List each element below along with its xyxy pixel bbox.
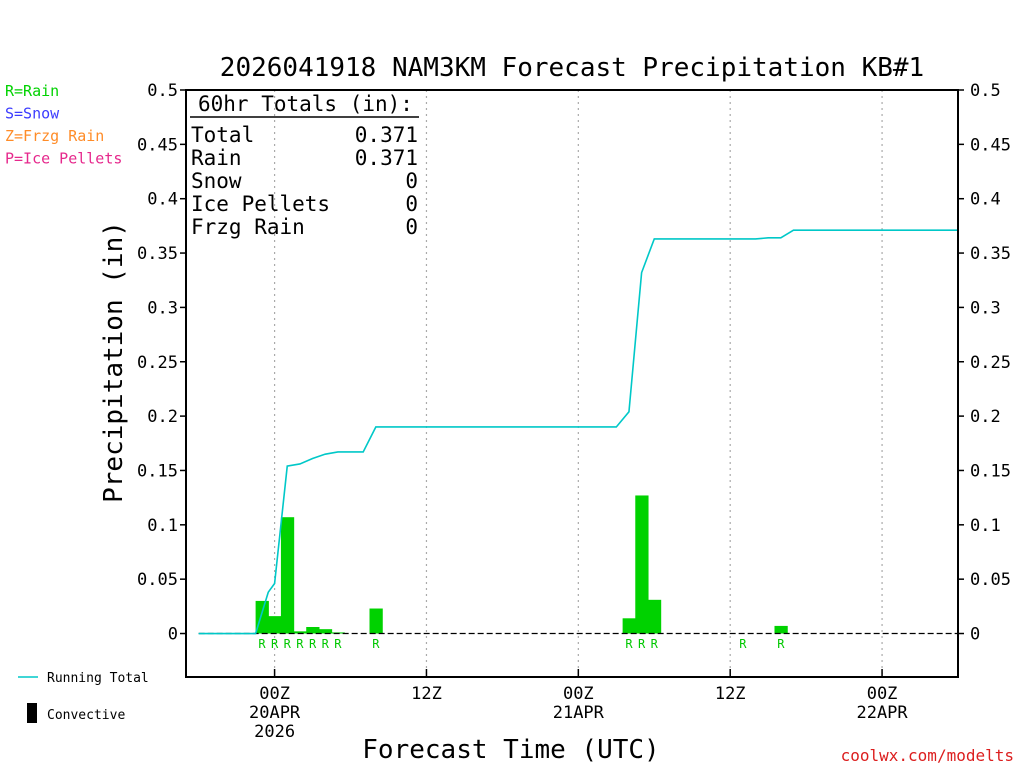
x-tick-label: 00Z	[259, 684, 290, 704]
plot-frame	[185, 89, 959, 678]
y-tick-label-right: 0.1	[970, 516, 1001, 536]
y-tick-label-left: 0.3	[147, 298, 178, 318]
y-tick-label-right: 0.15	[970, 461, 1011, 481]
convective-legend-label: Convective	[47, 708, 125, 723]
y-tick-label-right: 0.4	[970, 190, 1001, 210]
y-tick-label-right: 0.5	[970, 81, 1001, 101]
bottom-legend: Running Total Convective	[18, 671, 149, 723]
precip-bar-3	[293, 631, 307, 634]
legend-entry: Z=Frzg Rain	[5, 127, 104, 145]
precip-type-label-3: R	[296, 637, 304, 651]
y-tick-label-left: 0	[168, 625, 178, 645]
running-total-layer	[198, 229, 958, 635]
convective-legend-swatch	[27, 703, 37, 723]
y-tick-label-left: 0.1	[147, 516, 178, 536]
precip-type-legend: R=Rain S=Snow Z=Frzg Rain P=Ice Pellets	[5, 82, 122, 168]
precip-type-label-2: R	[284, 637, 292, 651]
precip-bar-4	[306, 626, 320, 634]
x-tick-label: 22APR	[856, 703, 908, 723]
x-tick-label: 21APR	[553, 703, 605, 723]
totals-row-label: Total	[191, 123, 254, 147]
y-tick-label-right: 0.05	[970, 570, 1011, 590]
y-tick-label-left: 0.05	[137, 570, 178, 590]
precip-type-label-4: R	[309, 637, 317, 651]
legend-entry: P=Ice Pellets	[5, 150, 122, 168]
bar-layer	[255, 495, 788, 634]
y-tick-label-right: 0	[970, 625, 980, 645]
totals-box: 60hr Totals (in): Total 0.371 Rain 0.371 Snow…	[190, 92, 419, 239]
precip-bar-1	[268, 616, 282, 634]
x-tick-label: 00Z	[867, 684, 898, 704]
x-axis-label: Forecast Time (UTC)	[362, 735, 659, 765]
totals-header: 60hr Totals (in):	[198, 92, 413, 116]
totals-row-value: 0.371	[355, 146, 418, 170]
precip-type-label-11: R	[739, 637, 747, 651]
y-tick-label-left: 0.25	[137, 353, 178, 373]
y-tick-label-right: 0.45	[970, 135, 1011, 155]
precip-bar-10	[647, 599, 662, 634]
y-tick-label-right: 0.2	[970, 407, 1001, 427]
y-tick-label-left: 0.2	[147, 407, 178, 427]
y-tick-label-left: 0.4	[147, 190, 178, 210]
y-axis-label: Precipitation (in)	[99, 221, 129, 503]
totals-row-label: Ice Pellets	[191, 192, 330, 216]
grid-lines	[273, 90, 883, 677]
precip-type-label-1: R	[271, 637, 279, 651]
totals-row-label: Rain	[191, 146, 242, 170]
precip-bar-2	[280, 517, 295, 634]
y-axis-ticks: 0 00.05 0.050.1 0.10.15 0.150.2 0.20.25 0.250.…	[137, 81, 1011, 645]
totals-row-value: 0	[405, 192, 418, 216]
precip-bar-5	[318, 629, 333, 634]
chart-title: 2026041918 NAM3KM Forecast Precipitation…	[220, 53, 924, 83]
precip-type-label-9: R	[638, 637, 646, 651]
totals-row-value: 0	[405, 215, 418, 239]
x-tick-label: 12Z	[411, 684, 442, 704]
x-tick-label: 2026	[254, 722, 295, 742]
precip-type-label-5: R	[322, 637, 330, 651]
y-tick-label-left: 0.35	[137, 244, 178, 264]
precip-bar-8	[622, 618, 636, 634]
totals-row-label: Snow	[191, 169, 242, 193]
totals-row-label: Frzg Rain	[191, 215, 305, 239]
y-tick-label-right: 0.3	[970, 298, 1001, 318]
precip-bar-9	[635, 495, 649, 634]
precip-type-label-7: R	[372, 637, 380, 651]
x-tick-label: 12Z	[715, 684, 746, 704]
precip-type-label-0: R	[258, 637, 266, 651]
y-tick-label-right: 0.25	[970, 353, 1011, 373]
y-tick-label-left: 0.5	[147, 81, 178, 101]
totals-row-value: 0	[405, 169, 418, 193]
y-tick-label-left: 0.15	[137, 461, 178, 481]
precip-bar-12	[774, 625, 788, 634]
precip-type-label-12: R	[777, 637, 785, 651]
y-tick-label-left: 0.45	[137, 135, 178, 155]
credit-text: coolwx.com/modelts	[841, 746, 1014, 765]
precip-bar-7	[369, 608, 383, 634]
running-total-line	[198, 229, 958, 635]
precip-type-label-8: R	[625, 637, 633, 651]
legend-entry: S=Snow	[5, 105, 60, 123]
x-tick-label: 00Z	[563, 684, 594, 704]
precip-type-label-10: R	[651, 637, 659, 651]
running-total-legend-label: Running Total	[47, 671, 149, 686]
y-tick-label-right: 0.35	[970, 244, 1011, 264]
x-tick-label: 20APR	[249, 703, 301, 723]
totals-row-value: 0.371	[355, 123, 418, 147]
legend-entry: R=Rain	[5, 82, 59, 100]
precip-type-label-6: R	[334, 637, 342, 651]
